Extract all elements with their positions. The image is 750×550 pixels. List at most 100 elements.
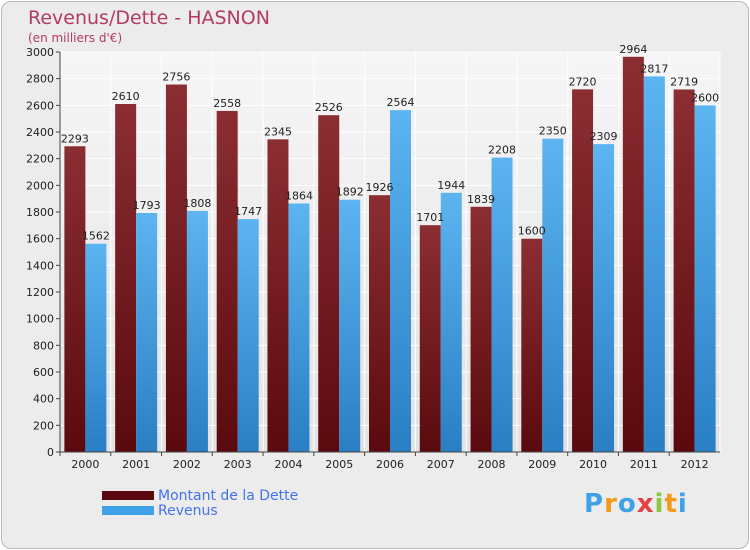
bar-revenus xyxy=(339,199,361,452)
bar-dette xyxy=(419,225,441,452)
y-tick-label: 400 xyxy=(33,393,54,406)
bars xyxy=(64,56,716,453)
data-label-revenus: 1562 xyxy=(82,230,110,243)
bar-revenus xyxy=(186,210,208,452)
data-label-dette: 2345 xyxy=(264,125,292,138)
data-label-revenus: 2208 xyxy=(488,144,516,157)
bar-dette xyxy=(318,115,340,452)
logo-letter: t xyxy=(664,489,678,519)
y-tick-label: 600 xyxy=(33,366,54,379)
y-tick-label: 2200 xyxy=(26,153,54,166)
data-label-revenus: 2350 xyxy=(539,125,567,138)
data-label-revenus: 2817 xyxy=(640,62,668,75)
y-tick-label: 3000 xyxy=(26,46,54,59)
bar-revenus xyxy=(440,192,462,453)
y-tick-label: 0 xyxy=(47,446,54,459)
data-label-dette: 2756 xyxy=(162,71,190,84)
data-labels: 2293 1562 2610 1793 2756 1808 2558 1747 2345 1864… xyxy=(61,43,719,243)
bar-revenus xyxy=(288,203,310,452)
bar-dette xyxy=(622,56,644,453)
bar-revenus xyxy=(237,219,259,452)
bar-revenus xyxy=(85,243,107,452)
data-label-revenus: 1808 xyxy=(183,197,211,210)
data-label-revenus: 1793 xyxy=(133,199,161,212)
bar-revenus xyxy=(643,76,665,453)
legend-label-revenus: Revenus xyxy=(158,502,218,519)
logo-letter: P xyxy=(584,489,605,519)
logo-letter: i xyxy=(677,489,688,519)
data-label-revenus: 1944 xyxy=(437,179,465,192)
data-label-dette: 2558 xyxy=(213,97,241,110)
x-tick-label: 2005 xyxy=(325,458,353,471)
bar-dette xyxy=(64,146,86,452)
x-tick-label: 2011 xyxy=(630,458,658,471)
logo-letter: i xyxy=(654,489,665,519)
y-tick-label: 800 xyxy=(33,339,54,352)
y-tick-label: 2800 xyxy=(26,73,54,86)
legend-item-revenus: Revenus xyxy=(102,502,298,519)
y-tick-label: 2000 xyxy=(26,179,54,192)
data-label-revenus: 1747 xyxy=(234,205,262,218)
data-label-dette: 1600 xyxy=(518,225,546,238)
y-tick-label: 1200 xyxy=(26,286,54,299)
chart-title: Revenus/Dette - HASNON xyxy=(28,7,270,29)
legend-swatch-dette xyxy=(102,491,154,500)
data-label-revenus: 2309 xyxy=(590,130,618,143)
data-label-dette: 2719 xyxy=(670,75,698,88)
legend-item-dette: Montant de la Dette xyxy=(102,488,298,504)
x-tick-label: 2003 xyxy=(224,458,252,471)
data-label-dette: 1926 xyxy=(366,181,394,194)
y-tick-label: 1400 xyxy=(26,259,54,272)
bar-dette xyxy=(572,89,594,452)
data-label-dette: 2610 xyxy=(112,90,140,103)
x-tick-label: 2004 xyxy=(274,458,302,471)
data-label-dette: 1701 xyxy=(416,211,444,224)
y-tick-label: 1600 xyxy=(26,233,54,246)
bar-dette xyxy=(470,206,492,452)
y-tick-label: 200 xyxy=(33,419,54,432)
bar-dette xyxy=(521,238,543,452)
legend-swatch-revenus xyxy=(102,506,154,515)
logo-letter: r xyxy=(604,489,618,519)
bar-dette xyxy=(673,89,695,452)
data-label-dette: 1839 xyxy=(467,193,495,206)
y-tick-label: 1000 xyxy=(26,313,54,326)
logo-letter: o xyxy=(617,489,637,519)
y-tick-label: 2400 xyxy=(26,126,54,139)
y-tick-label: 2600 xyxy=(26,99,54,112)
legend: Montant de la Dette Revenus xyxy=(102,488,298,519)
data-label-dette: 2720 xyxy=(569,75,597,88)
x-tick-label: 2012 xyxy=(681,458,709,471)
x-tick-label: 2002 xyxy=(173,458,201,471)
bar-revenus xyxy=(542,138,564,452)
bar-revenus xyxy=(593,144,615,452)
data-label-revenus: 1892 xyxy=(336,186,364,199)
y-tick-label: 1800 xyxy=(26,206,54,219)
x-tick-label: 2000 xyxy=(71,458,99,471)
x-tick-label: 2008 xyxy=(478,458,506,471)
logo-letter: x xyxy=(636,489,655,519)
data-label-dette: 2964 xyxy=(619,43,647,56)
bar-revenus xyxy=(694,105,716,452)
bar-dette xyxy=(165,84,187,453)
bar-dette xyxy=(216,110,238,452)
data-label-revenus: 2564 xyxy=(387,96,415,109)
bar-revenus xyxy=(136,212,158,452)
bar-revenus xyxy=(491,157,513,452)
bar-dette xyxy=(369,195,390,452)
x-tick-label: 2009 xyxy=(528,458,556,471)
data-label-revenus: 1864 xyxy=(285,189,313,202)
data-label-dette: 2526 xyxy=(315,101,343,114)
x-tick-label: 2006 xyxy=(376,458,404,471)
data-label-revenus: 2600 xyxy=(691,91,719,104)
x-tick-label: 2001 xyxy=(122,458,150,471)
bar-dette xyxy=(267,139,289,453)
bar-revenus xyxy=(390,110,411,452)
data-label-dette: 2293 xyxy=(61,132,89,145)
x-tick-label: 2010 xyxy=(579,458,607,471)
axes: 0 200 400 600 800 1000 1200 1400 1600 1800 2000 220… xyxy=(26,46,720,471)
x-tick-label: 2007 xyxy=(427,458,455,471)
chart-subtitle: (en milliers d'€) xyxy=(28,31,123,45)
